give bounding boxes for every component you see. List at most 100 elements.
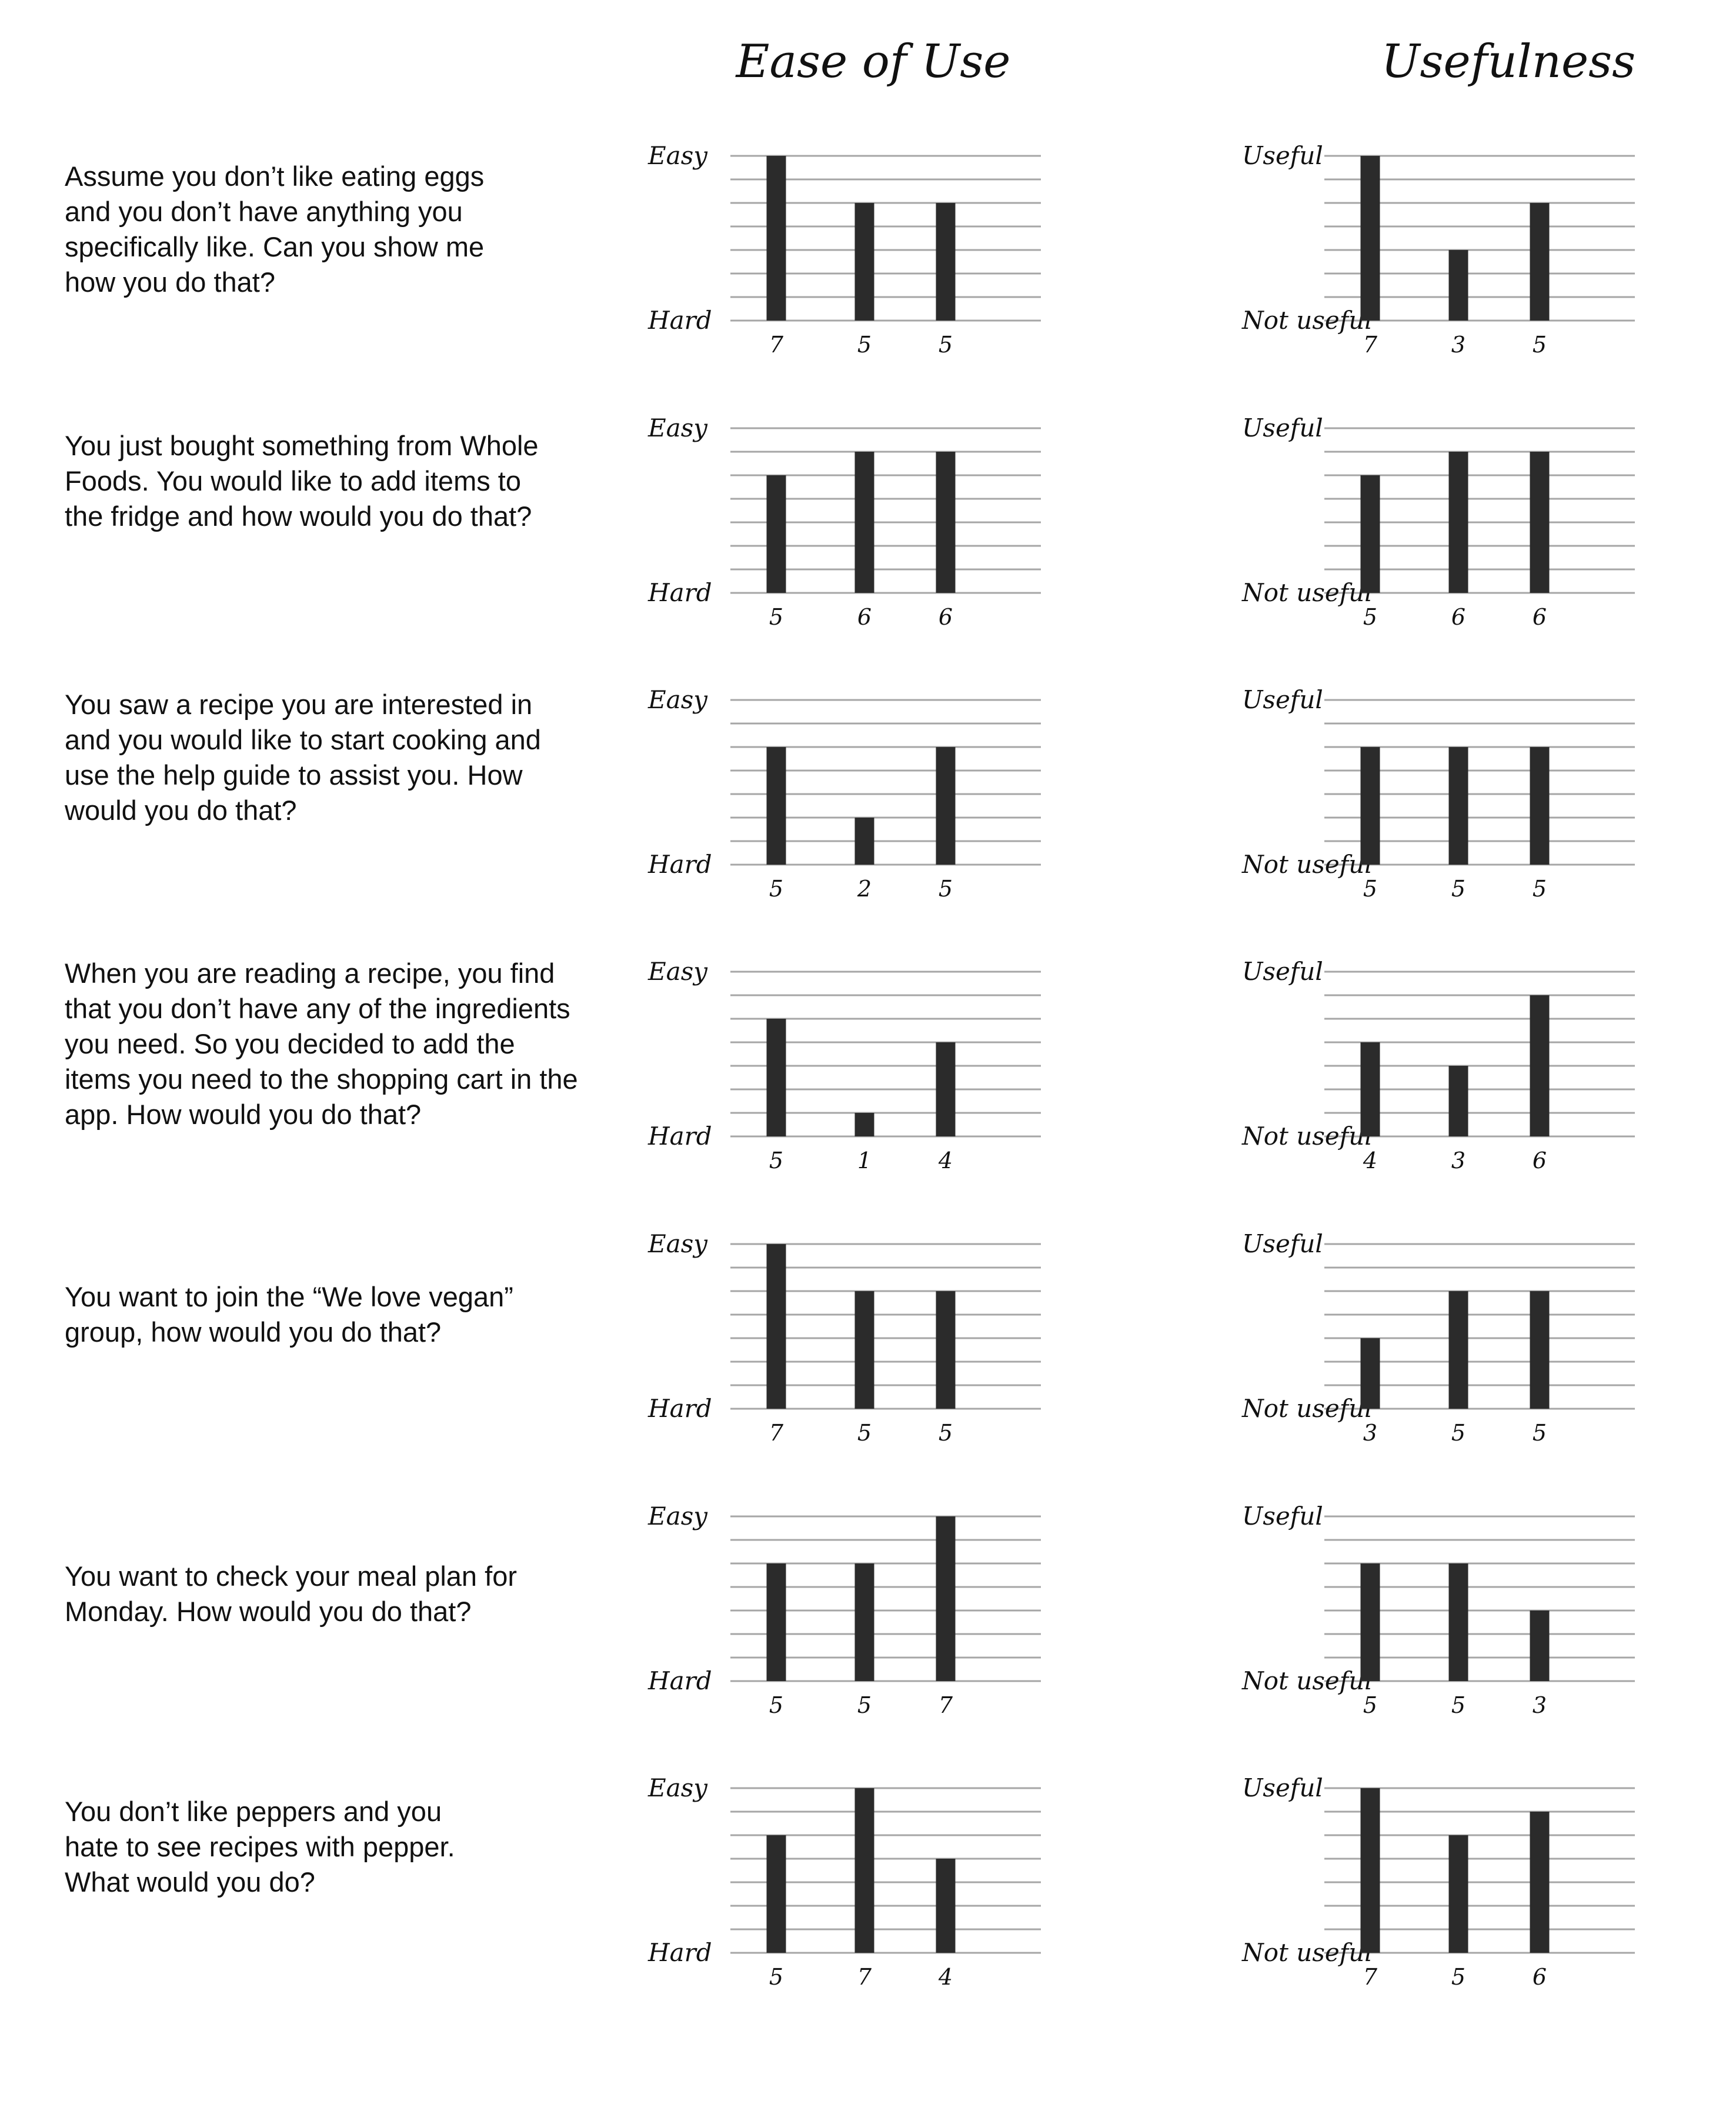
bar-value-label: 5: [857, 1420, 872, 1446]
task-prompt: You want to check your meal plan for Mond…: [65, 1559, 629, 1629]
bar: [1448, 1291, 1468, 1409]
scale-bottom-label: Hard: [647, 1394, 712, 1423]
task-prompt: You don’t like peppers and you hate to se…: [65, 1794, 629, 1900]
scale-top-label: Easy: [647, 414, 708, 442]
bar: [854, 818, 874, 865]
scale-top-label: Useful: [1242, 957, 1323, 986]
scale-bottom-label: Not useful: [1241, 306, 1373, 335]
scale-bottom-label: Not useful: [1241, 1938, 1373, 1967]
bar: [1360, 1788, 1380, 1953]
bar-value-label: 6: [857, 604, 872, 630]
task-prompt-line: hate to see recipes with pepper.: [65, 1831, 455, 1862]
bar-value-label: 5: [769, 1148, 783, 1173]
task-prompt-line: You want to join the “We love vegan”: [65, 1281, 513, 1312]
bar-value-label: 3: [1533, 1692, 1547, 1718]
scale-top-label: Easy: [647, 1773, 708, 1802]
ease-of-use-chart: Easy Hard 7 5 5: [647, 141, 1041, 358]
bar-value-label: 5: [939, 1420, 953, 1446]
task-prompt: Assume you don’t like eating eggs and you…: [65, 159, 629, 300]
task-prompt-line: how you do that?: [65, 266, 275, 298]
bar-value-label: 5: [857, 1692, 872, 1718]
task-prompt-line: You just bought something from Whole: [65, 430, 539, 461]
bar: [936, 1291, 956, 1409]
scale-bottom-label: Hard: [647, 1122, 712, 1151]
bar: [1530, 452, 1550, 593]
bar: [1360, 1338, 1380, 1409]
scale-bottom-label: Not useful: [1241, 850, 1373, 879]
bar-value-label: 3: [1451, 1148, 1465, 1173]
bar-value-label: 7: [1363, 332, 1378, 358]
bar-value-label: 1: [857, 1148, 872, 1173]
bar: [766, 747, 786, 865]
bar-value-label: 7: [857, 1964, 872, 1990]
task-prompt-line: would you do that?: [65, 795, 297, 826]
bar-value-label: 5: [769, 604, 783, 630]
bar: [936, 1516, 956, 1681]
bar-value-label: 5: [1533, 1420, 1547, 1446]
task-prompt-line: You want to check your meal plan for: [65, 1561, 517, 1592]
scale-bottom-label: Not useful: [1241, 578, 1373, 607]
bar: [936, 452, 956, 593]
bar: [1448, 452, 1468, 593]
bar: [1448, 1066, 1468, 1136]
bar-value-label: 7: [769, 1420, 784, 1446]
bar-value-label: 6: [939, 604, 953, 630]
bar: [766, 1019, 786, 1136]
bar: [1360, 475, 1380, 593]
scale-bottom-label: Hard: [647, 1666, 712, 1695]
bar-value-label: 3: [1451, 332, 1465, 358]
scale-bottom-label: Not useful: [1241, 1122, 1373, 1151]
bar-value-label: 6: [1533, 604, 1547, 630]
task-prompt-line: the fridge and how would you do that?: [65, 501, 532, 532]
scale-bottom-label: Not useful: [1241, 1394, 1373, 1423]
usefulness-column-title: Usefulness: [1381, 35, 1636, 88]
bar-value-label: 6: [1533, 1964, 1547, 1990]
scale-bottom-label: Hard: [647, 578, 712, 607]
bar: [936, 1042, 956, 1136]
bar: [1530, 995, 1550, 1136]
scale-top-label: Easy: [647, 1502, 708, 1531]
bar: [1530, 747, 1550, 865]
ease-of-use-chart: Easy Hard 5 5 7: [647, 1502, 1041, 1718]
bar-value-label: 5: [939, 876, 953, 902]
scale-top-label: Useful: [1242, 1502, 1323, 1531]
task-prompt-line: Monday. How would you do that?: [65, 1596, 472, 1627]
bar-value-label: 5: [1363, 1692, 1377, 1718]
bar-value-label: 5: [939, 332, 953, 358]
task-prompt-line: You don’t like peppers and you: [65, 1796, 442, 1827]
task-prompt-line: app. How would you do that?: [65, 1099, 422, 1130]
bar-value-label: 7: [939, 1692, 953, 1718]
task-prompt-line: items you need to the shopping cart in t…: [65, 1063, 578, 1095]
bar-value-label: 5: [1533, 332, 1547, 358]
bar: [1448, 1563, 1468, 1681]
bar: [936, 747, 956, 865]
bar-value-label: 5: [1363, 604, 1377, 630]
bar: [854, 203, 874, 321]
task-prompt-line: and you would like to start cooking and: [65, 724, 541, 755]
bar: [1448, 250, 1468, 321]
bar-value-label: 7: [769, 332, 784, 358]
task-prompt-line: Foods. You would like to add items to: [65, 465, 521, 496]
task-prompt: You saw a recipe you are interested in an…: [65, 687, 629, 828]
bar-value-label: 5: [1363, 876, 1377, 902]
scale-top-label: Useful: [1242, 141, 1323, 170]
scale-bottom-label: Hard: [647, 850, 712, 879]
bar-value-label: 3: [1363, 1420, 1377, 1446]
bar-value-label: 5: [769, 1964, 783, 1990]
task-prompt-line: and you don’t have anything you: [65, 196, 463, 227]
bar: [936, 203, 956, 321]
bar: [854, 452, 874, 593]
scale-bottom-label: Not useful: [1241, 1666, 1373, 1695]
scale-top-label: Useful: [1242, 685, 1323, 714]
bar: [1530, 203, 1550, 321]
bar: [1360, 747, 1380, 865]
bar: [766, 1244, 786, 1409]
ease-of-use-column-title: Ease of Use: [736, 35, 1011, 88]
bar: [1448, 747, 1468, 865]
bar-value-label: 7: [1363, 1964, 1378, 1990]
